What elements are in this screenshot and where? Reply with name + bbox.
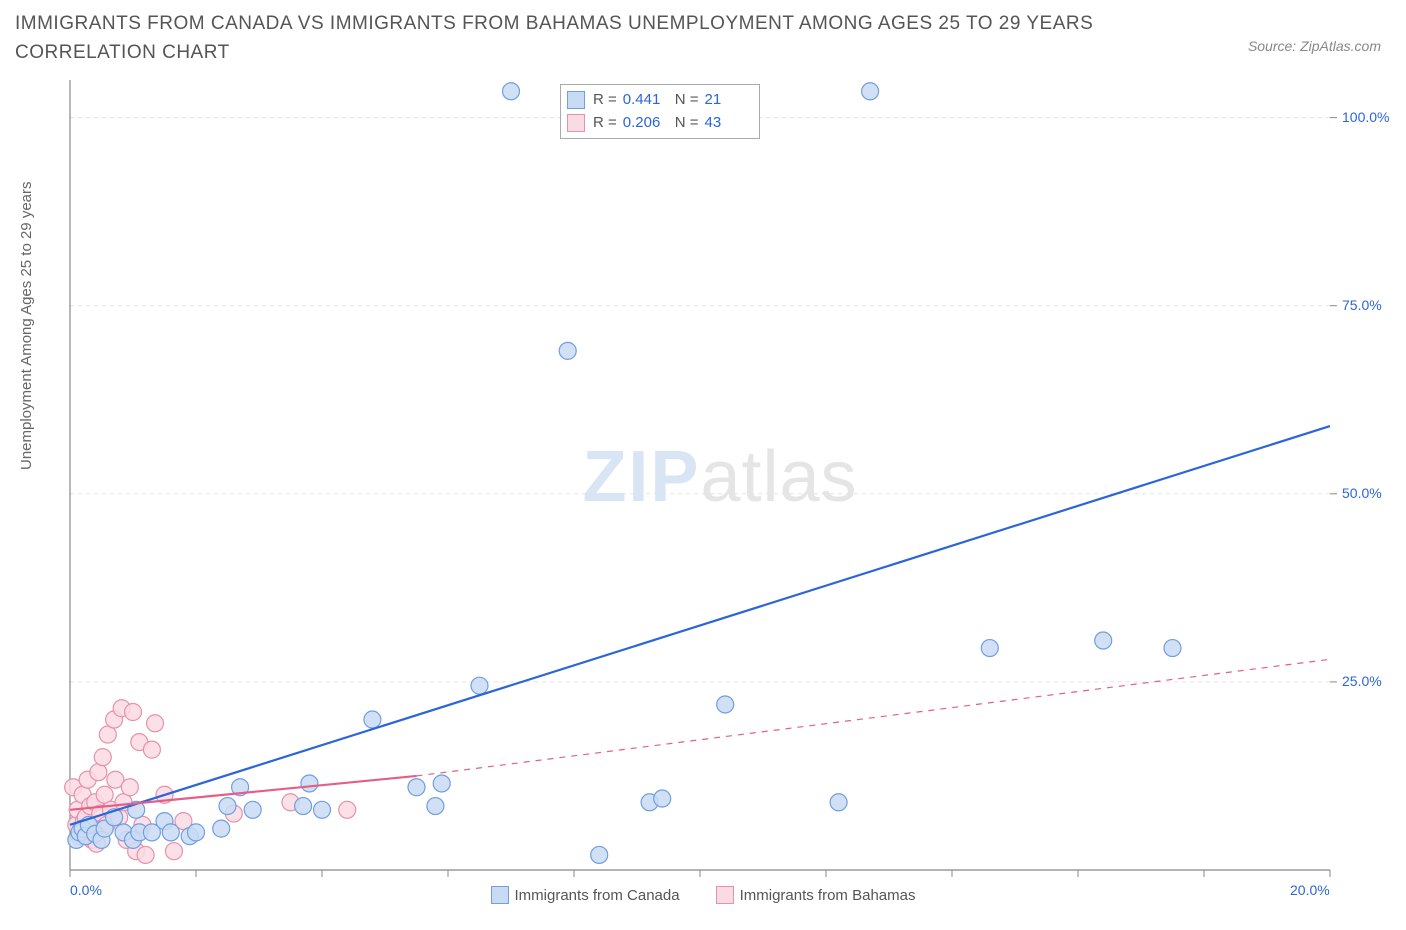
y-axis-label: Unemployment Among Ages 25 to 29 years <box>18 181 35 470</box>
legend-swatch <box>491 886 509 904</box>
stat-n-label: N = <box>675 89 699 112</box>
y-tick-label: 50.0% <box>1342 485 1382 501</box>
legend-label: Immigrants from Bahamas <box>740 887 916 904</box>
legend-swatch <box>716 886 734 904</box>
stat-r-label: R = <box>593 112 617 135</box>
stat-r-value: 0.441 <box>623 89 667 112</box>
y-tick-label: 75.0% <box>1342 297 1382 313</box>
chart-container: IMMIGRANTS FROM CANADA VS IMMIGRANTS FRO… <box>0 0 1406 930</box>
legend-item: Immigrants from Bahamas <box>716 886 916 904</box>
plot-area: ZIPatlas 0.0%20.0%25.0%50.0%75.0%100.0% <box>60 80 1380 890</box>
stat-r-label: R = <box>593 89 617 112</box>
stat-r-value: 0.206 <box>623 112 667 135</box>
source-attribution: Source: ZipAtlas.com <box>1248 38 1381 54</box>
y-tick-label: 100.0% <box>1342 109 1389 125</box>
stat-n-value: 43 <box>705 112 749 135</box>
stats-legend-row: R = 0.441 N = 21 <box>567 89 749 112</box>
bottom-legend: Immigrants from Canada Immigrants from Ba… <box>0 886 1406 908</box>
chart-title: IMMIGRANTS FROM CANADA VS IMMIGRANTS FRO… <box>15 10 1176 67</box>
legend-swatch <box>567 91 585 109</box>
stat-n-value: 21 <box>705 89 749 112</box>
legend-item: Immigrants from Canada <box>491 886 680 904</box>
legend-label: Immigrants from Canada <box>515 887 680 904</box>
legend-swatch <box>567 114 585 132</box>
stat-n-label: N = <box>675 112 699 135</box>
y-tick-label: 25.0% <box>1342 673 1382 689</box>
scatter-plot-svg <box>60 80 1380 890</box>
stats-legend-row: R = 0.206 N = 43 <box>567 112 749 135</box>
stats-legend: R = 0.441 N = 21 R = 0.206 N = 43 <box>560 84 760 139</box>
